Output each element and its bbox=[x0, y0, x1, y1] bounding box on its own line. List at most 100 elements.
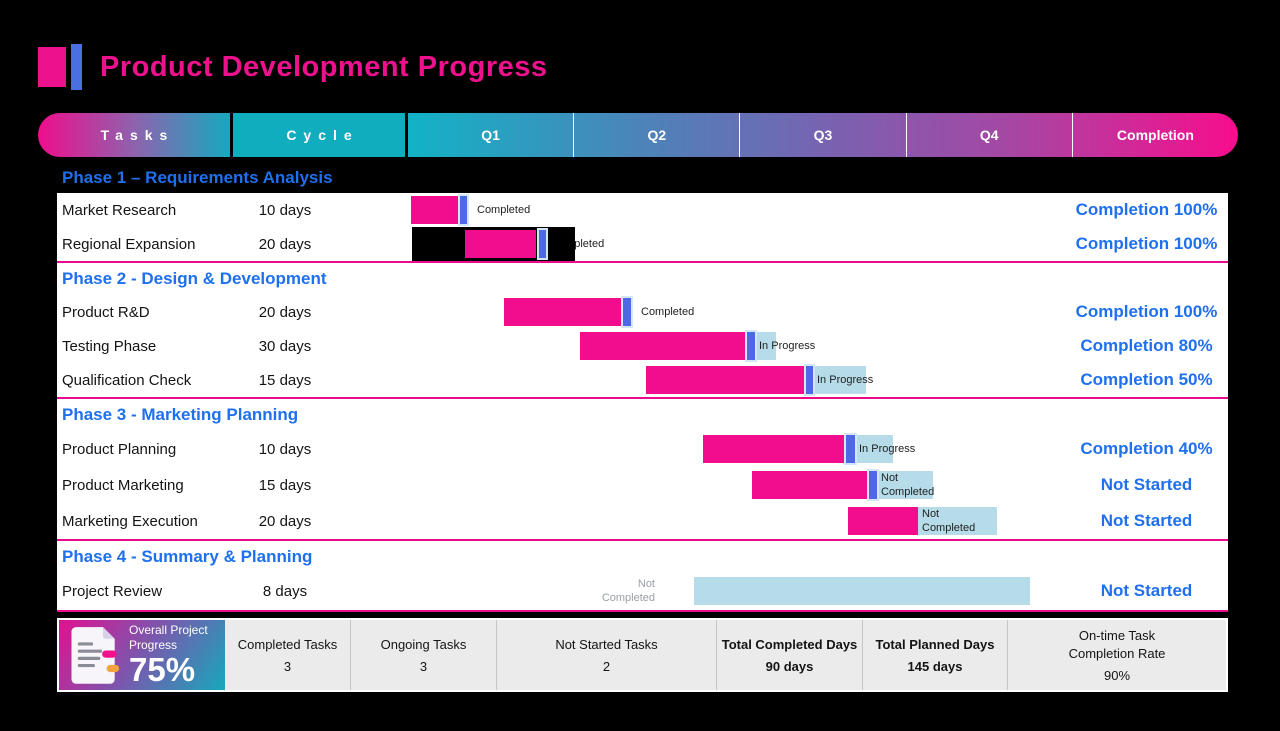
summary-stat-value: 3 bbox=[419, 658, 428, 674]
summary-stat-label: Total Completed Days bbox=[721, 637, 858, 653]
task-completion: Completion 50% bbox=[1080, 370, 1213, 389]
gantt-bar-remaining bbox=[855, 435, 893, 463]
phase-panel: Phase 2 - Design & Development Product R&… bbox=[57, 263, 1228, 399]
task-name: Qualification Check bbox=[62, 371, 192, 389]
status-label: In Progress bbox=[759, 339, 816, 352]
gantt-bar-remaining bbox=[813, 366, 866, 394]
summary-stat: Total Completed Days 90 days bbox=[716, 620, 862, 690]
summary-stat: Total Planned Days 145 days bbox=[862, 620, 1007, 690]
phase-title: Phase 1 – Requirements Analysis bbox=[62, 168, 333, 187]
gantt-bar-marker bbox=[458, 194, 469, 226]
column-header-tasks: Tasks bbox=[38, 113, 230, 157]
page-title: Product Development Progress bbox=[100, 50, 548, 83]
task-cycle: 20 days bbox=[258, 235, 312, 253]
column-header-q2: Q2 bbox=[574, 113, 741, 157]
gantt-bar-done bbox=[848, 507, 918, 535]
phase-title: Phase 4 - Summary & Planning bbox=[62, 546, 313, 566]
task-row: Regional Expansion 20 days Completed Comple… bbox=[57, 227, 1228, 261]
summary-bar: Overall Project Progress 75% Completed T… bbox=[57, 618, 1228, 692]
gantt-bar-remaining bbox=[877, 471, 933, 499]
status-label: In Progress bbox=[859, 442, 916, 455]
gantt-bar-done bbox=[504, 298, 621, 326]
gantt-bar-remaining bbox=[755, 332, 776, 360]
task-completion: Not Started bbox=[1100, 581, 1193, 600]
task-name: Regional Expansion bbox=[62, 235, 196, 253]
gantt-bar-remaining bbox=[918, 507, 997, 535]
summary-stat-value: 90% bbox=[1103, 667, 1131, 683]
phase-panel: Phase 4 - Summary & Planning Project Revi… bbox=[57, 541, 1228, 612]
summary-stat-label: Ongoing Tasks bbox=[380, 637, 467, 653]
gantt-bar-marker bbox=[844, 433, 857, 465]
document-icon bbox=[71, 627, 120, 684]
status-label: Not Completed bbox=[601, 577, 656, 604]
overall-progress-card: Overall Project Progress 75% bbox=[59, 620, 225, 690]
gantt-bar-marker bbox=[537, 228, 548, 260]
column-header-q4: Q4 bbox=[907, 113, 1073, 157]
task-cycle: 15 days bbox=[258, 371, 312, 389]
task-name: Project Review bbox=[62, 582, 163, 600]
column-header-cycle: Cycle bbox=[233, 113, 405, 157]
gantt-bar-done bbox=[752, 471, 867, 499]
phase-panel: Market Research 10 days Completed Completio… bbox=[57, 193, 1228, 263]
phase-title: Phase 2 - Design & Development bbox=[62, 269, 327, 288]
titlebar: Product Development Progress bbox=[38, 44, 548, 90]
task-completion: Completion 100% bbox=[1075, 234, 1218, 253]
status-label: Completed bbox=[477, 203, 531, 216]
overall-progress-value: 75% bbox=[129, 650, 196, 688]
task-name: Marketing Execution bbox=[62, 512, 198, 530]
task-cycle: 15 days bbox=[258, 476, 312, 494]
phase-title: Phase 3 - Marketing Planning bbox=[62, 405, 299, 424]
task-row: Product Marketing 15 days Not Completed Not… bbox=[57, 467, 1228, 503]
task-name: Product Marketing bbox=[62, 476, 184, 494]
phase-panel: Phase 3 - Marketing Planning Product Plan… bbox=[57, 399, 1228, 541]
gantt-bar-marker bbox=[745, 330, 757, 362]
task-cycle: 30 days bbox=[258, 337, 312, 355]
status-label: Not Completed bbox=[881, 471, 935, 498]
gantt-bar-done bbox=[465, 230, 536, 258]
gantt-bar-done bbox=[411, 196, 458, 224]
gantt-bar-done bbox=[703, 435, 845, 463]
column-header-quarters: Q1 Q2 Q3 Q4 Completion bbox=[408, 113, 1238, 157]
task-completion: Completion 100% bbox=[1075, 302, 1218, 321]
summary-stat-label: Not Started Tasks bbox=[555, 637, 658, 653]
gantt-bar-remaining bbox=[694, 577, 1030, 605]
summary-stat-value: 90 days bbox=[765, 658, 814, 674]
status-label: Not Completed bbox=[922, 507, 976, 534]
summary-stat-label: Total Planned Days bbox=[875, 637, 995, 653]
task-name: Product R&D bbox=[62, 303, 150, 321]
overall-progress-label: Overall Project Progress bbox=[129, 622, 208, 652]
summary-stat-label: On-time Task Completion Rate bbox=[1068, 628, 1166, 661]
task-name: Product Planning bbox=[62, 440, 177, 458]
brand-mark-icon bbox=[38, 44, 82, 90]
summary-stat-value: 145 days bbox=[907, 658, 963, 674]
gantt-bar-marker bbox=[804, 364, 815, 396]
task-row: Marketing Execution 20 days Not Completed N… bbox=[57, 503, 1228, 539]
status-label: In Progress bbox=[817, 373, 874, 386]
gantt-chart: Phase 1 – Requirements Analysis Market Re… bbox=[57, 163, 1228, 612]
task-row: Market Research 10 days Completed Completio… bbox=[57, 193, 1228, 227]
column-header: Tasks Cycle Q1 Q2 Q3 Q4 Completion bbox=[38, 113, 1238, 157]
task-completion: Completion 80% bbox=[1080, 336, 1213, 355]
task-name: Testing Phase bbox=[62, 337, 157, 355]
task-cycle: 10 days bbox=[258, 440, 312, 458]
gantt-bar-marker bbox=[867, 469, 879, 501]
task-row: Qualification Check 15 days In Progress Com… bbox=[57, 363, 1228, 397]
task-cycle: 20 days bbox=[258, 303, 312, 321]
summary-stat-value: 2 bbox=[602, 658, 611, 674]
task-row: Testing Phase 30 days In Progress Completio… bbox=[57, 329, 1228, 363]
gantt-bar-done bbox=[580, 332, 745, 360]
task-row: Product R&D 20 days Completed Completion 10… bbox=[57, 295, 1228, 329]
column-header-q3: Q3 bbox=[740, 113, 907, 157]
gantt-bar-marker bbox=[621, 296, 633, 328]
task-row: Project Review 8 days Not Completed Not Sta… bbox=[57, 572, 1228, 610]
summary-stat-label: Completed Tasks bbox=[237, 637, 338, 653]
status-label: Completed bbox=[641, 305, 695, 318]
task-cycle: 20 days bbox=[258, 512, 312, 530]
task-name: Market Research bbox=[62, 201, 177, 219]
summary-stat: On-time Task Completion Rate 90% bbox=[1007, 620, 1226, 690]
task-completion: Not Started bbox=[1100, 511, 1193, 530]
task-cycle: 10 days bbox=[258, 201, 312, 219]
gantt-bar-done bbox=[646, 366, 805, 394]
summary-stat: Completed Tasks 3 bbox=[225, 620, 350, 690]
column-header-completion: Completion bbox=[1116, 127, 1194, 143]
